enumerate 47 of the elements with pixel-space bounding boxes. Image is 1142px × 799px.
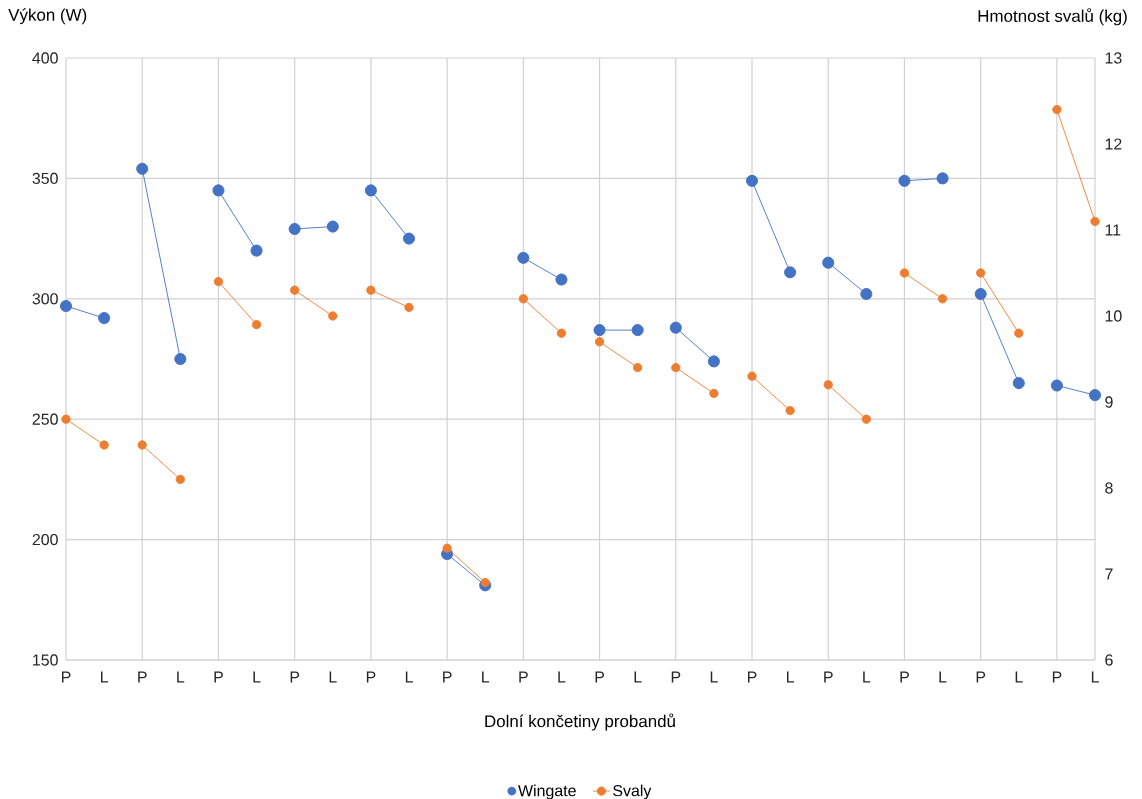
x-tick-label: P	[214, 671, 223, 683]
y-tick-label: 350	[32, 172, 58, 185]
y2-axis-title: Hmotnost svalů (kg)	[978, 8, 1127, 26]
y-axis-title: Výkon (W)	[8, 8, 87, 25]
y2-tick-label: 10	[1105, 310, 1122, 322]
x-tick-label: L	[634, 671, 642, 683]
y2-tick-label: 6	[1105, 654, 1113, 666]
x-tick-label: P	[900, 671, 909, 683]
y-tick-label: 300	[32, 293, 58, 305]
legend-label: Svaly	[613, 784, 652, 799]
x-tick-label: L	[1015, 671, 1023, 683]
y2-tick-label: 8	[1105, 482, 1113, 494]
x-tick-label: P	[138, 671, 147, 683]
y2-tick-label: 9	[1105, 396, 1113, 408]
x-tick-label: L	[100, 671, 109, 683]
x-tick-label: L	[939, 671, 947, 683]
y2-tick-label: 12	[1105, 138, 1122, 150]
legend-label: Wingate	[518, 784, 576, 799]
x-tick-label: L	[1091, 671, 1099, 683]
x-tick-label: L	[329, 671, 337, 683]
y-tick-label: 250	[32, 413, 58, 425]
x-tick-label: P	[290, 671, 300, 683]
x-tick-label: L	[177, 671, 185, 683]
x-tick-label: L	[482, 671, 490, 683]
x-tick-label: P	[671, 671, 681, 683]
y2-tick-label: 11	[1105, 224, 1121, 236]
x-tick-label: L	[787, 671, 795, 683]
x-tick-label: P	[595, 671, 605, 683]
x-tick-label: P	[976, 671, 986, 683]
x-tick-label: L	[863, 671, 871, 683]
x-tick-label: P	[824, 671, 833, 683]
x-tick-label: L	[405, 671, 413, 683]
x-tick-label: P	[748, 671, 757, 683]
y2-tick-label: 13	[1105, 52, 1122, 64]
x-axis-title: Dolní končetiny probandů	[485, 713, 675, 731]
x-tick-label: L	[710, 671, 718, 683]
x-tick-label: L	[253, 671, 261, 683]
y-tick-label: 150	[33, 654, 58, 666]
x-tick-label: P	[366, 671, 376, 683]
y-tick-label: 400	[32, 52, 58, 64]
x-tick-label: L	[558, 671, 566, 683]
x-tick-label: P	[62, 671, 71, 683]
x-tick-label: P	[519, 671, 528, 683]
x-tick-label: P	[1052, 671, 1062, 683]
y-tick-label: 200	[32, 533, 58, 546]
x-tick-label: P	[443, 671, 452, 683]
y2-tick-label: 7	[1105, 568, 1113, 580]
